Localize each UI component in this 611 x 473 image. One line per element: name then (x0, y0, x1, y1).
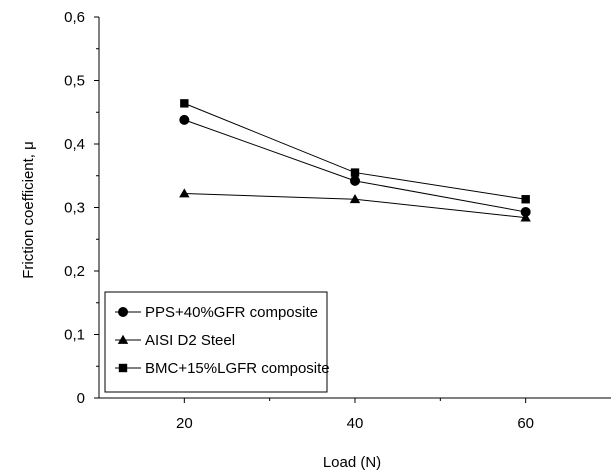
data-point (179, 114, 190, 125)
data-point (520, 212, 531, 222)
data-point (180, 99, 189, 108)
data-point (349, 194, 361, 204)
data-point (520, 206, 531, 217)
y-axis-title: Friction coefficient, μ (20, 141, 37, 279)
legend-marker (118, 363, 128, 373)
legend-item: AISI D2 Steel (115, 332, 235, 349)
legend-box (104, 291, 328, 393)
y-tick-label: 0,5 (64, 73, 85, 90)
legend-marker (118, 307, 128, 317)
data-point (521, 195, 530, 204)
x-tick-label: 20 (176, 415, 193, 432)
y-tick-label: 0,1 (64, 327, 85, 344)
y-tick-label: 0,2 (64, 263, 85, 280)
x-tick-label: 60 (517, 415, 534, 432)
legend-label: BMC+15%LGFR composite (145, 360, 330, 377)
y-tick-label: 0 (77, 390, 85, 407)
y-tick-label: 0,6 (64, 9, 85, 26)
data-point (179, 188, 190, 198)
legend: PPS+40%GFR composite AISI D2 Steel BMC+15%… (104, 291, 330, 393)
data-point (350, 168, 360, 177)
series-triangle (179, 188, 531, 222)
series-group (179, 99, 531, 222)
axes (94, 16, 611, 403)
y-tick-label: 0,3 (64, 200, 85, 217)
data-point (350, 175, 360, 186)
x-axis-title: Load (N) (323, 454, 381, 471)
series-square (180, 99, 530, 204)
tick-labels: 0 0,1 0,2 0,3 0,4 0,5 0,6 20 40 60 (64, 9, 534, 432)
legend-marker (117, 334, 129, 344)
y-tick-label: 0,4 (64, 136, 85, 153)
legend-label: AISI D2 Steel (145, 332, 235, 349)
legend-label: PPS+40%GFR composite (145, 304, 318, 321)
legend-item: PPS+40%GFR composite (115, 304, 318, 321)
series-circle (179, 114, 531, 217)
legend-item: BMC+15%LGFR composite (115, 360, 330, 377)
x-tick-label: 40 (347, 415, 364, 432)
